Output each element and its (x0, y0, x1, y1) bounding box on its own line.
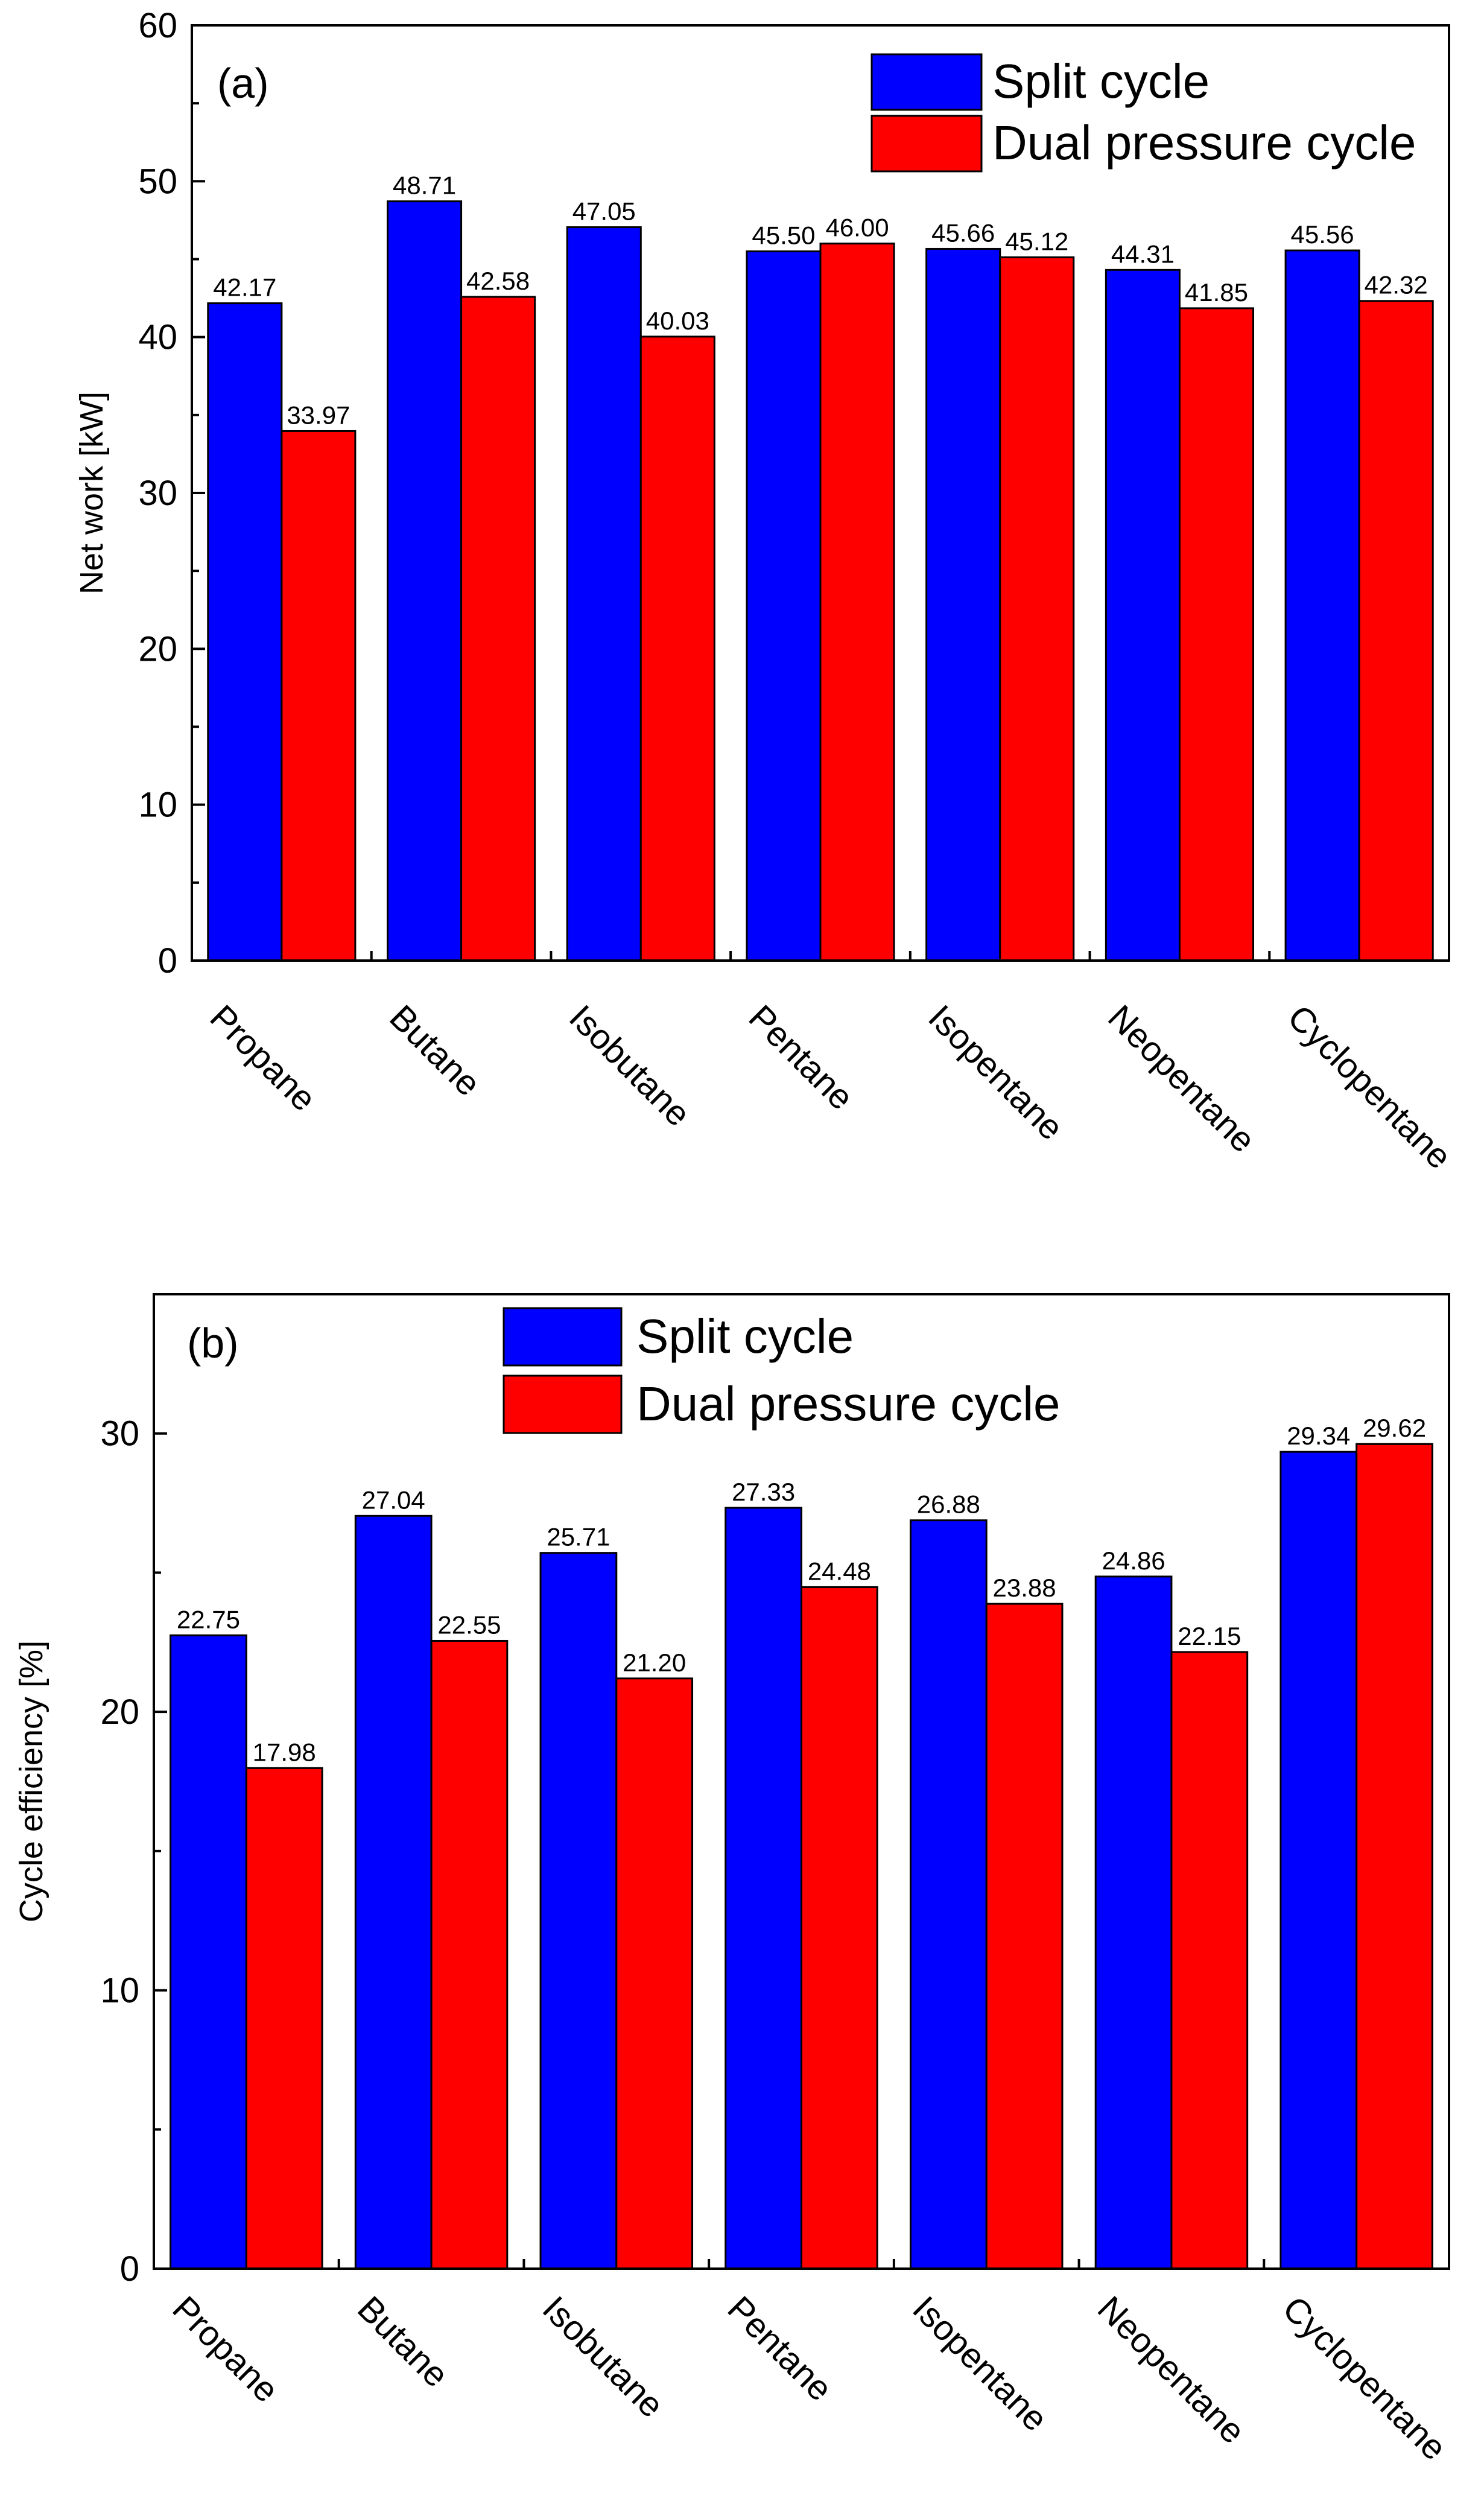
panel-a-net-work-chart: 42.17 48.71 47.05 45.50 45.66 44.31 45.56 33.97… (74, 6, 1459, 1177)
x-category-label: Propane (203, 997, 324, 1119)
data-label: 22.55 (437, 1610, 501, 1639)
bar-dual-propane (281, 430, 357, 962)
data-label: 47.05 (572, 197, 636, 226)
x-category-label: Isobutane (535, 2289, 671, 2425)
legend-label: Dual pressure cycle (636, 1377, 1061, 1431)
data-label: 45.66 (931, 218, 995, 247)
data-label: 27.33 (732, 1478, 795, 1506)
legend-swatch (870, 53, 983, 111)
x-category-label: Isopentane (921, 997, 1071, 1148)
x-category-label: Isobutane (562, 997, 698, 1134)
bar-dual-pentane (801, 1586, 878, 2270)
bar-split-propane (170, 1634, 247, 2270)
x-category-label: Butane (382, 997, 488, 1104)
bar-dual-isobutane (615, 1677, 694, 2270)
x-category-label: Neopentane (1100, 997, 1263, 1160)
x-category-label: Isopentane (905, 2289, 1055, 2439)
data-label: 42.32 (1365, 271, 1428, 299)
data-label: 48.71 (393, 171, 456, 200)
x-category-label: Butane (350, 2289, 456, 2395)
data-label: 42.17 (213, 273, 276, 302)
data-label: 29.34 (1287, 1422, 1350, 1450)
data-label: 26.88 (917, 1490, 980, 1519)
y-axis-title: Net work [kW] (74, 392, 110, 594)
bar-dual-cyclopentane (1358, 300, 1434, 962)
y-tick-label: 50 (138, 162, 177, 201)
bar-dual-isopentane (999, 256, 1075, 962)
legend-label: Split cycle (992, 54, 1210, 108)
data-label: 24.86 (1102, 1546, 1165, 1575)
y-tick-label: 10 (138, 786, 177, 825)
data-label: 40.03 (646, 307, 709, 335)
data-label: 25.71 (547, 1523, 610, 1551)
data-label: 42.58 (466, 267, 530, 295)
bar-dual-pentane (819, 243, 895, 962)
y-tick-label: 60 (138, 6, 177, 45)
data-label: 23.88 (993, 1574, 1056, 1602)
y-tick-label: 40 (138, 318, 177, 357)
legend-swatch (870, 115, 983, 173)
bar-dual-isopentane (985, 1603, 1064, 2270)
bar-dual-cyclopentane (1356, 1443, 1433, 2270)
bar-dual-butane (430, 1639, 509, 2270)
bar-split-isopentane (909, 1519, 988, 2270)
data-label: 27.04 (362, 1486, 425, 1514)
bar-split-cyclopentane (1279, 1451, 1358, 2270)
bar-dual-neopentane (1178, 307, 1254, 962)
bar-split-butane (387, 200, 463, 962)
bar-split-cyclopentane (1284, 249, 1360, 962)
legend-label: Dual pressure cycle (992, 116, 1416, 170)
legend-swatch (503, 1374, 623, 1434)
y-tick-label: 0 (158, 941, 177, 980)
data-label: 45.50 (752, 221, 815, 250)
data-label: 29.62 (1363, 1414, 1426, 1442)
y-tick-label: 20 (138, 629, 177, 669)
x-category-label: Cyclopentane (1280, 997, 1459, 1177)
data-label: 46.00 (825, 214, 889, 242)
x-category-label: Cyclopentane (1275, 2289, 1454, 2468)
data-label: 21.20 (623, 1648, 686, 1677)
x-category-label: Pentane (741, 997, 861, 1117)
data-label: 45.56 (1291, 220, 1354, 249)
y-tick-label: 10 (100, 1971, 139, 2010)
data-label: 17.98 (253, 1738, 316, 1766)
bar-dual-isobutane (639, 335, 715, 962)
panel-label: (b) (187, 1320, 239, 1367)
y-axis-title: Cycle efficiency [%] (13, 1641, 49, 1922)
data-label: 41.85 (1185, 278, 1248, 307)
bar-split-propane (207, 302, 283, 962)
y-tick-label: 0 (120, 2249, 139, 2289)
bar-split-isopentane (925, 247, 1001, 962)
bar-split-isobutane (566, 226, 642, 962)
bar-split-neopentane (1105, 269, 1181, 962)
y-tick-label: 20 (100, 1692, 139, 1732)
data-label: 22.15 (1178, 1622, 1241, 1650)
bar-split-pentane (746, 250, 822, 962)
plot-frame (153, 1293, 1450, 2270)
x-category-label: Pentane (720, 2289, 840, 2409)
data-label: 45.12 (1005, 227, 1068, 255)
bar-dual-butane (460, 296, 536, 962)
bar-split-butane (354, 1514, 433, 2270)
bar-split-neopentane (1094, 1575, 1173, 2270)
x-category-label: Neopentane (1090, 2289, 1252, 2451)
y-tick-label: 30 (100, 1414, 139, 1454)
x-category-label: Propane (165, 2289, 286, 2410)
data-label: 44.31 (1111, 240, 1175, 268)
data-label: 33.97 (287, 401, 350, 429)
data-label: 24.48 (808, 1557, 871, 1585)
y-tick-label: 30 (138, 474, 177, 513)
panel-b-cycle-efficiency-chart: 22.75 27.04 25.71 27.33 26.88 24.86 29.34 17.98… (13, 1293, 1454, 2468)
bar-split-isobutane (539, 1552, 618, 2270)
bar-split-pentane (725, 1507, 803, 2270)
legend-swatch (503, 1307, 623, 1367)
legend-label: Split cycle (636, 1309, 854, 1363)
panel-label: (a) (217, 60, 269, 107)
bar-dual-propane (245, 1767, 323, 2270)
bar-dual-neopentane (1170, 1651, 1249, 2270)
data-label: 22.75 (177, 1605, 240, 1633)
